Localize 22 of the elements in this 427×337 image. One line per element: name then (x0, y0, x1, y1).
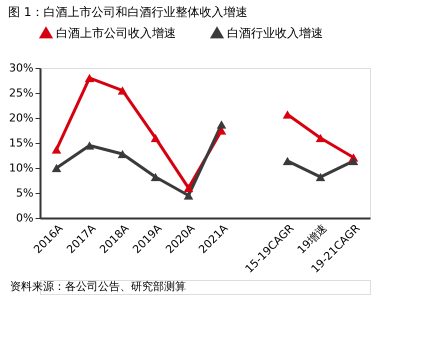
legend-label: 白酒上市公司收入增速 (56, 26, 176, 40)
y-tick-label: 0% (16, 212, 34, 224)
y-tick-label: 5% (16, 186, 34, 200)
y-tick-label: 10% (9, 162, 34, 174)
point (118, 86, 128, 95)
y-tick-label: 15% (9, 136, 34, 150)
point (184, 191, 194, 200)
y-tick-label: 30% (9, 62, 34, 74)
point (150, 134, 160, 142)
point (52, 145, 62, 154)
point (118, 150, 128, 158)
text: 资料来源：各公司公告、研究部测算 (10, 280, 186, 293)
point (184, 184, 194, 192)
chart-title: 图 1：白酒上市公司和白酒行业整体收入增速 (8, 5, 248, 19)
y-tick-label: 25% (9, 86, 34, 100)
point (84, 74, 94, 82)
y-tick-label: 20% (9, 112, 34, 124)
legend-label: 白酒行业收入增速 (227, 26, 323, 40)
point (150, 172, 160, 182)
point (216, 120, 226, 129)
point (52, 164, 62, 172)
point (84, 141, 94, 150)
